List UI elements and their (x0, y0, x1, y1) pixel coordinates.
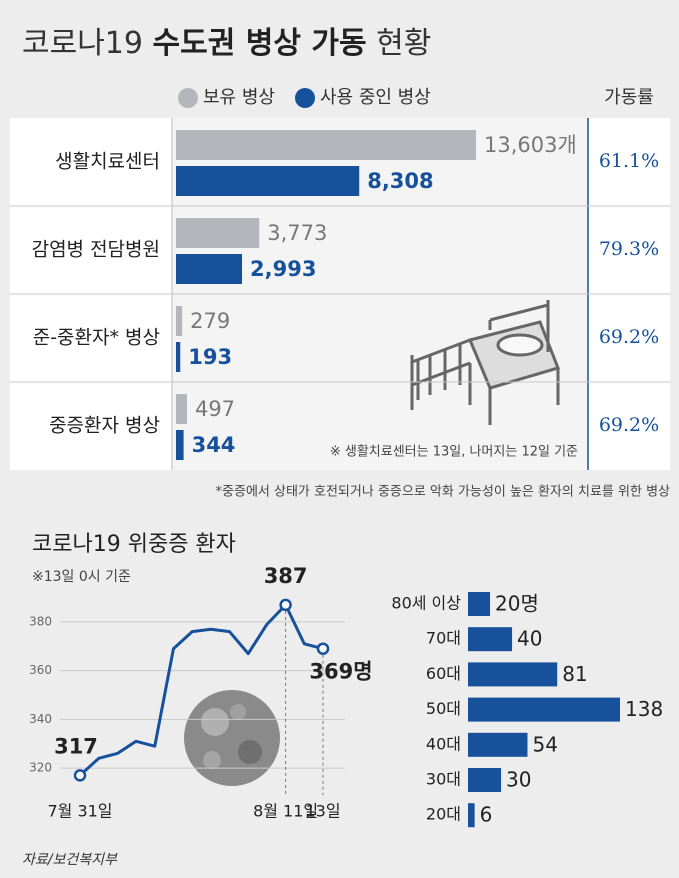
title-part: 수도권 병상 가동 (153, 26, 367, 61)
row-label: 중증환자 병상 (49, 415, 160, 437)
note: ※ 생활치료센터는 13일, 나머지는 12일 기준 (330, 445, 578, 460)
legend-label: 사용 중인 병상 (320, 87, 431, 108)
x-tick-label: 13일 (305, 802, 340, 821)
category-label: 80세 이상 (391, 594, 461, 613)
row-label: 생활치료센터 (55, 151, 160, 173)
value-label: 13,603개 (484, 133, 577, 157)
data-label: 317 (54, 734, 98, 758)
title-part: 코로나19 (22, 26, 143, 61)
virus-illustration (184, 690, 280, 786)
x-tick-label: 7월 31일 (47, 802, 112, 821)
rate-label: 61.1% (599, 150, 659, 172)
bar (468, 803, 475, 828)
rate-header: 가동률 (604, 87, 654, 108)
bar (468, 627, 513, 652)
footnote: *중증에서 상태가 호전되거나 중증으로 악화 가능성이 높은 환자의 치료를 … (216, 485, 671, 500)
category-label: 20대 (426, 805, 461, 824)
legend-marker (178, 88, 198, 108)
bar (176, 218, 260, 248)
rate-label: 69.2% (599, 414, 659, 436)
value-label: 279 (190, 309, 230, 333)
y-tick-label: 340 (29, 712, 52, 726)
bar (468, 732, 528, 757)
bar (176, 394, 187, 424)
rate-label: 69.2% (599, 326, 659, 348)
row-label: 준-중환자* 병상 (33, 327, 160, 349)
value-label: 6 (480, 803, 493, 827)
point-marker (316, 642, 330, 655)
bar (468, 768, 502, 792)
category-label: 30대 (426, 770, 461, 789)
legend-marker (295, 88, 315, 108)
category-label: 60대 (426, 664, 461, 683)
value-label: 40 (517, 627, 542, 651)
value-label: 2,993 (250, 257, 316, 281)
rate-label: 79.3% (599, 238, 659, 260)
bar (176, 166, 360, 196)
bar (176, 342, 181, 372)
value-label: 30 (506, 768, 531, 792)
point-marker (73, 769, 87, 782)
value-label: 3,773 (267, 221, 327, 245)
category-label: 50대 (426, 699, 461, 718)
legend-label: 보유 병상 (203, 87, 275, 108)
value-label: 497 (195, 397, 235, 421)
source: 자료/보건복지부 (22, 852, 118, 868)
bar (468, 697, 620, 722)
bed-illustration (410, 300, 560, 425)
value-label: 344 (192, 433, 236, 457)
chart-subtitle: ※13일 0시 기준 (32, 569, 131, 585)
value-label: 193 (188, 345, 232, 369)
category-label: 40대 (426, 734, 461, 753)
value-label: 20명 (495, 592, 539, 616)
value-label: 54 (532, 732, 557, 756)
y-tick-label: 360 (29, 663, 52, 677)
chart-title: 코로나19 위중증 환자 (32, 532, 236, 557)
value-label: 8,308 (367, 169, 433, 193)
main-title: 코로나19 수도권 병상 가동 현황 (22, 26, 431, 61)
bar (176, 254, 243, 284)
data-label: 369명 (309, 660, 372, 684)
bar (176, 430, 184, 460)
value-label: 81 (562, 662, 587, 686)
row-label: 감염병 전담병원 (32, 239, 160, 261)
y-tick-label: 380 (29, 614, 52, 628)
data-label: 387 (264, 564, 308, 588)
x-tick-label: 8월 11일 (253, 802, 318, 821)
point-marker (279, 598, 292, 612)
bar (468, 592, 491, 616)
y-tick-label: 320 (29, 761, 52, 775)
category-label: 70대 (426, 629, 461, 648)
bar (176, 130, 476, 160)
value-label: 138 (625, 697, 663, 721)
bar (176, 306, 183, 336)
title-part: 현황 (376, 26, 431, 61)
bar (468, 662, 558, 687)
